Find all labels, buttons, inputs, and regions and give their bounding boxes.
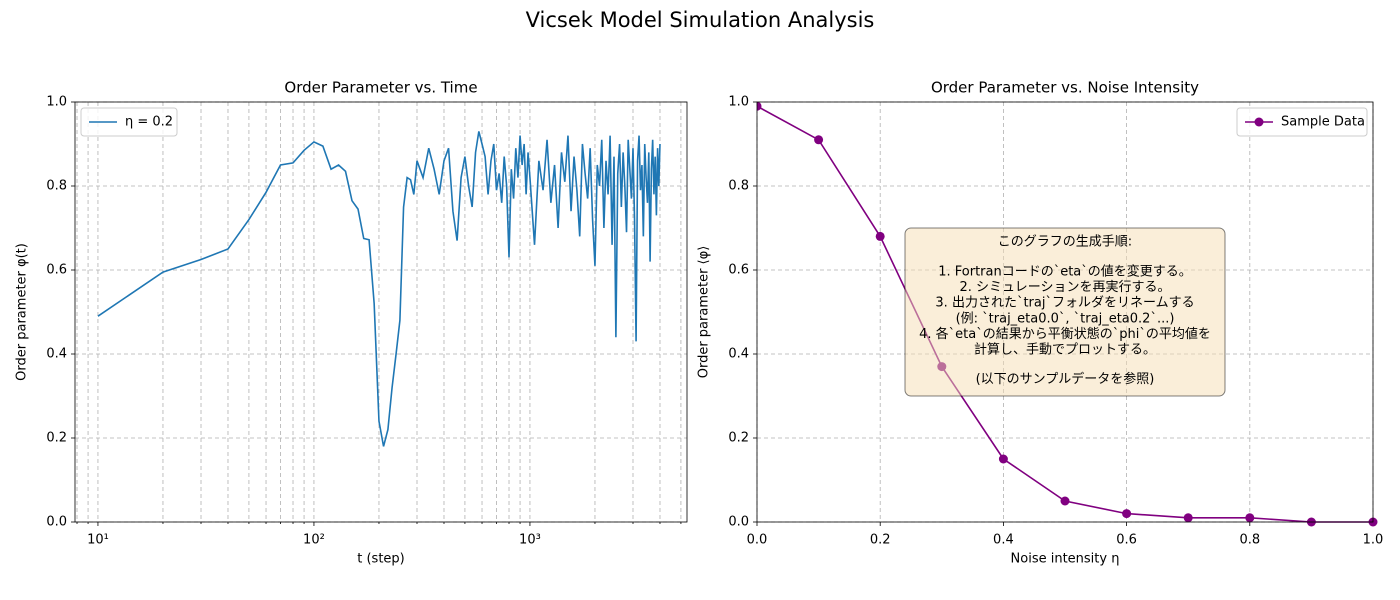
y-tick-label: 0.8: [46, 179, 67, 194]
x-axis-label: t (step): [357, 552, 405, 567]
annotation-step: 計算し、手動でプロットする。: [974, 342, 1156, 358]
x-tick-label: 0.0: [747, 533, 768, 548]
annotation-step: 1. Fortranコードの`eta`の値を変更する。: [938, 264, 1192, 280]
annotation-box: [904, 227, 1226, 397]
legend-box: [1236, 107, 1368, 137]
annotation-heading: このグラフの生成手順:: [998, 235, 1132, 250]
y-tick-label: 1.0: [46, 95, 67, 110]
x-tick-label: 1.0: [1363, 533, 1384, 548]
plot-area: [97, 131, 661, 447]
legend-label: η = 0.2: [125, 115, 173, 130]
point: [875, 231, 885, 241]
y-tick-label: 0.6: [728, 263, 749, 278]
point: [1183, 513, 1193, 523]
axes-frame: [756, 101, 1374, 523]
x-tick-label: 0.8: [1239, 533, 1260, 548]
annotation-step: 4. 各`eta`の結果から平衡状態の`phi`の平均値を: [919, 326, 1211, 342]
annotation-step: 3. 出力された`traj`フォルダをリネームする: [935, 296, 1194, 311]
x-tick-label: 10²: [303, 533, 325, 548]
y-tick-label: 0.6: [46, 263, 67, 278]
point: [757, 101, 762, 111]
y-tick-label: 0.0: [728, 515, 749, 530]
y-tick-label: 0.8: [728, 179, 749, 194]
y-tick-label: 1.0: [728, 95, 749, 110]
annotation-step: 2. シミュレーションを再実行する。: [959, 279, 1170, 295]
y-axis-label: Order parameter ⟨φ⟩: [697, 246, 712, 379]
point: [1060, 496, 1070, 506]
x-tick-label: 10³: [519, 533, 541, 548]
y-tick-label: 0.4: [728, 347, 749, 362]
plot-area: [757, 101, 1378, 527]
y-tick-label: 0.2: [728, 431, 749, 446]
point: [1245, 513, 1255, 523]
series-line: [97, 131, 661, 447]
annotation-step: (例: `traj_eta0.0`, `traj_eta0.2`...): [956, 311, 1175, 326]
axes-frame: [74, 101, 688, 523]
y-tick-label: 0.4: [46, 347, 67, 362]
x-axis-label: Noise intensity η: [1011, 552, 1120, 567]
x-tick-label: 0.2: [870, 533, 891, 548]
annotation-note: (以下のサンプルデータを参照): [976, 371, 1155, 387]
x-tick-label: 10¹: [87, 533, 109, 548]
y-tick-label: 0.2: [46, 431, 67, 446]
legend-label: Sample Data: [1281, 115, 1365, 130]
y-tick-label: 0.0: [46, 515, 67, 530]
legend-box: [80, 107, 178, 137]
point: [1122, 509, 1132, 519]
legend-marker: [1254, 117, 1264, 127]
x-tick-label: 0.6: [1116, 533, 1137, 548]
x-tick-label: 0.4: [993, 533, 1014, 548]
y-axis-label: Order parameter φ(t): [15, 243, 30, 381]
point: [814, 135, 824, 145]
axes-title: Order Parameter vs. Time: [284, 79, 477, 97]
axes-title: Order Parameter vs. Noise Intensity: [931, 79, 1199, 97]
figure-title: Vicsek Model Simulation Analysis: [526, 8, 875, 32]
point: [998, 454, 1008, 464]
